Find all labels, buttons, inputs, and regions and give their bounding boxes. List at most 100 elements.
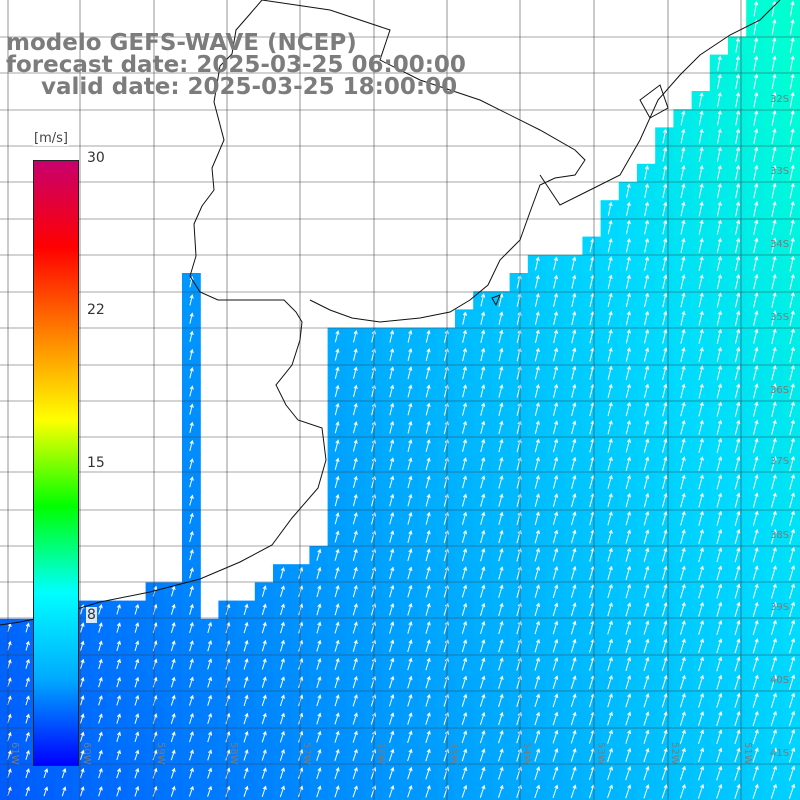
wind-arrow bbox=[735, 201, 741, 217]
wind-arrow bbox=[570, 748, 577, 762]
wind-arrow bbox=[498, 547, 504, 562]
wind-arrow bbox=[662, 146, 668, 162]
wind-arrow bbox=[734, 656, 741, 672]
wind-arrow bbox=[61, 768, 67, 779]
wind-arrow bbox=[607, 584, 613, 599]
wind-arrow bbox=[607, 693, 613, 708]
wind-arrow bbox=[789, 474, 795, 490]
wind-arrow bbox=[389, 402, 395, 416]
wind-arrow bbox=[570, 656, 577, 671]
wind-arrow bbox=[716, 783, 723, 799]
wind-arrow bbox=[570, 565, 577, 580]
wind-arrow bbox=[734, 401, 741, 417]
wind-arrow bbox=[643, 620, 650, 635]
wind-arrow bbox=[570, 675, 577, 689]
wind-arrow bbox=[662, 419, 668, 435]
wind-arrow bbox=[607, 365, 613, 380]
wind-arrow bbox=[534, 329, 540, 344]
wind-arrow bbox=[789, 601, 796, 618]
wind-arrow bbox=[389, 384, 395, 398]
wind-arrow bbox=[643, 547, 650, 562]
wind-arrow bbox=[625, 784, 632, 799]
wind-arrow bbox=[534, 311, 540, 325]
wind-arrow bbox=[789, 510, 795, 527]
wind-arrow bbox=[643, 638, 650, 653]
wind-arrow bbox=[170, 731, 176, 743]
wind-arrow bbox=[98, 603, 103, 615]
wind-arrow bbox=[752, 710, 759, 727]
wind-arrow bbox=[753, 292, 759, 308]
wind-arrow bbox=[734, 765, 741, 781]
wind-arrow bbox=[789, 182, 795, 199]
wind-arrow bbox=[243, 730, 249, 743]
wind-arrow bbox=[480, 311, 486, 325]
wind-arrow bbox=[607, 565, 613, 580]
wind-arrow bbox=[771, 37, 777, 53]
wind-arrow bbox=[552, 711, 559, 726]
wind-arrow bbox=[735, 255, 741, 272]
wind-arrow bbox=[698, 674, 704, 690]
wind-arrow bbox=[607, 547, 613, 562]
wind-arrow bbox=[771, 528, 777, 545]
wind-arrow bbox=[789, 401, 795, 417]
wind-arrow bbox=[661, 747, 668, 763]
wind-arrow bbox=[462, 365, 467, 380]
wind-arrow bbox=[625, 456, 631, 471]
wind-arrow bbox=[261, 621, 267, 634]
wind-arrow bbox=[552, 474, 559, 489]
wind-arrow bbox=[334, 366, 340, 379]
wind-arrow bbox=[771, 346, 777, 363]
wind-arrow bbox=[261, 585, 267, 597]
wind-arrow bbox=[752, 601, 759, 617]
wind-arrow bbox=[643, 565, 650, 581]
wind-arrow bbox=[498, 475, 504, 489]
wind-arrow bbox=[98, 622, 103, 633]
wind-arrow bbox=[280, 621, 285, 634]
wind-arrow bbox=[461, 566, 468, 580]
wind-arrow bbox=[461, 693, 468, 707]
wind-arrow bbox=[716, 565, 723, 581]
wind-arrow bbox=[25, 695, 30, 706]
wind-arrow bbox=[680, 510, 686, 526]
wind-arrow bbox=[626, 183, 631, 198]
wind-arrow bbox=[334, 639, 340, 652]
wind-arrow bbox=[80, 622, 85, 633]
wind-arrow bbox=[734, 783, 741, 799]
wind-arrow bbox=[607, 511, 613, 526]
wind-arrow bbox=[734, 729, 741, 745]
wind-arrow bbox=[534, 493, 540, 507]
wind-arrow bbox=[552, 511, 559, 526]
wind-arrow bbox=[407, 566, 413, 580]
wind-vector-arrows bbox=[7, 0, 796, 799]
wind-arrow bbox=[25, 713, 30, 724]
wind-arrow bbox=[789, 674, 796, 690]
wind-arrow bbox=[553, 292, 558, 307]
wind-arrow bbox=[698, 729, 704, 745]
wind-arrow bbox=[279, 694, 285, 707]
wind-arrow bbox=[352, 512, 358, 525]
wind-arrow bbox=[716, 547, 723, 563]
wind-arrow bbox=[735, 237, 741, 253]
wind-arrow bbox=[389, 639, 395, 652]
wind-arrow bbox=[716, 583, 723, 599]
wind-arrow bbox=[680, 529, 686, 544]
wind-arrow bbox=[189, 385, 194, 397]
wind-arrow bbox=[243, 749, 249, 761]
wind-arrow bbox=[25, 731, 30, 742]
wind-arrow bbox=[661, 565, 668, 581]
wind-arrow bbox=[752, 783, 759, 799]
wind-arrow bbox=[662, 474, 668, 490]
wind-arrow bbox=[771, 128, 777, 144]
wind-arrow bbox=[643, 347, 650, 362]
wind-arrow bbox=[680, 565, 686, 581]
wind-arrow bbox=[679, 784, 686, 799]
wind-arrow bbox=[698, 164, 704, 181]
wind-arrow bbox=[643, 383, 650, 399]
wind-arrow bbox=[98, 658, 103, 670]
wind-arrow bbox=[753, 310, 759, 326]
wind-arrow bbox=[716, 638, 723, 654]
wind-arrow bbox=[425, 730, 431, 744]
wind-arrow bbox=[752, 638, 759, 654]
wind-arrow bbox=[116, 695, 121, 706]
wind-arrow bbox=[771, 546, 777, 563]
